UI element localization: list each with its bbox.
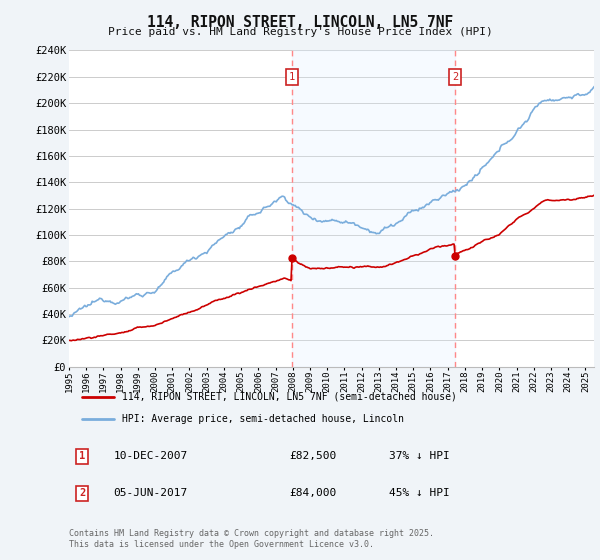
Text: Price paid vs. HM Land Registry's House Price Index (HPI): Price paid vs. HM Land Registry's House …: [107, 27, 493, 37]
Text: 37% ↓ HPI: 37% ↓ HPI: [389, 451, 450, 461]
Bar: [292, 50, 455, 367]
Text: Contains HM Land Registry data © Crown copyright and database right 2025.
This d: Contains HM Land Registry data © Crown c…: [69, 529, 434, 549]
Text: £84,000: £84,000: [290, 488, 337, 498]
Text: £82,500: £82,500: [290, 451, 337, 461]
Text: 1: 1: [79, 451, 85, 461]
Text: 1: 1: [289, 72, 295, 82]
Text: 114, RIPON STREET, LINCOLN, LN5 7NF (semi-detached house): 114, RIPON STREET, LINCOLN, LN5 7NF (sem…: [121, 392, 457, 402]
Text: 05-JUN-2017: 05-JUN-2017: [113, 488, 188, 498]
Text: 45% ↓ HPI: 45% ↓ HPI: [389, 488, 450, 498]
Text: 2: 2: [79, 488, 85, 498]
Text: 10-DEC-2007: 10-DEC-2007: [113, 451, 188, 461]
Text: HPI: Average price, semi-detached house, Lincoln: HPI: Average price, semi-detached house,…: [121, 414, 404, 424]
Text: 2: 2: [452, 72, 458, 82]
Text: 114, RIPON STREET, LINCOLN, LN5 7NF: 114, RIPON STREET, LINCOLN, LN5 7NF: [147, 15, 453, 30]
